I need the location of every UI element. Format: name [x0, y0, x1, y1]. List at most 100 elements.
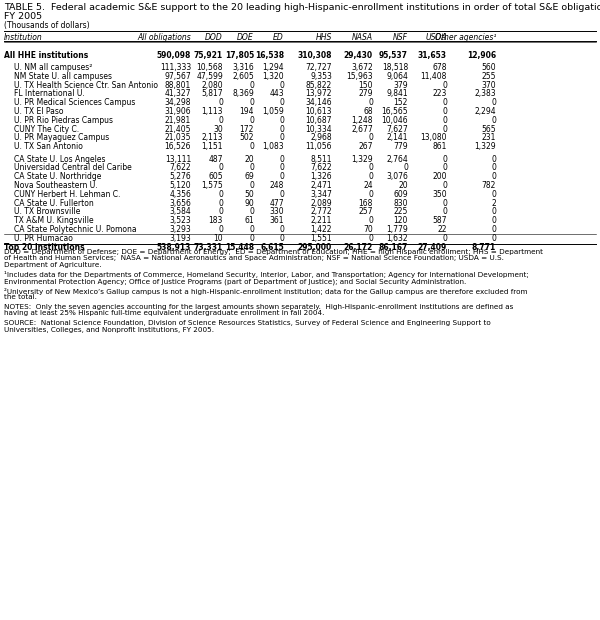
Text: ¹Includes data for the Departments of Commerce, Homeland Security, Interior, Lab: ¹Includes data for the Departments of Co… — [4, 272, 529, 278]
Text: 1,422: 1,422 — [311, 225, 332, 234]
Text: 3,523: 3,523 — [169, 216, 191, 225]
Text: 565: 565 — [481, 125, 496, 134]
Text: 183: 183 — [209, 216, 223, 225]
Text: 88,801: 88,801 — [165, 81, 191, 90]
Text: 2,605: 2,605 — [232, 72, 254, 81]
Text: 21,981: 21,981 — [165, 116, 191, 125]
Text: U. TX Health Science Ctr. San Antonio: U. TX Health Science Ctr. San Antonio — [14, 81, 158, 90]
Text: U. TX El Paso: U. TX El Paso — [14, 107, 64, 116]
Text: 2: 2 — [491, 198, 496, 208]
Text: 3,316: 3,316 — [232, 63, 254, 72]
Text: U. TX Brownsville: U. TX Brownsville — [14, 208, 80, 216]
Text: 69: 69 — [244, 172, 254, 181]
Text: 0: 0 — [249, 181, 254, 190]
Text: FL International U.: FL International U. — [14, 89, 85, 99]
Text: U. NM all campuses²: U. NM all campuses² — [14, 63, 92, 72]
Text: the total.: the total. — [4, 294, 37, 301]
Text: 73,331: 73,331 — [194, 242, 223, 252]
Text: 21,405: 21,405 — [164, 125, 191, 134]
Text: 0: 0 — [442, 99, 447, 107]
Text: 605: 605 — [208, 172, 223, 181]
Text: Other agencies¹: Other agencies¹ — [434, 33, 496, 42]
Text: NOTES:  Only the seven agencies accounting for the largest amounts shown separat: NOTES: Only the seven agencies accountin… — [4, 304, 514, 310]
Text: 379: 379 — [394, 81, 408, 90]
Text: 34,146: 34,146 — [305, 99, 332, 107]
Text: 50: 50 — [244, 190, 254, 199]
Text: DOD = Department of Defense; DOE = Department of Energy;  ED = Department of Edu: DOD = Department of Defense; DOE = Depar… — [4, 249, 543, 255]
Text: 0: 0 — [249, 116, 254, 125]
Text: Department of Agriculture.: Department of Agriculture. — [4, 262, 101, 268]
Text: 41,327: 41,327 — [164, 89, 191, 99]
Text: 0: 0 — [491, 190, 496, 199]
Text: 310,308: 310,308 — [298, 51, 332, 60]
Text: U. PR Humacao: U. PR Humacao — [14, 234, 73, 243]
Text: 16,538: 16,538 — [255, 51, 284, 60]
Text: 2,113: 2,113 — [202, 133, 223, 143]
Text: 0: 0 — [442, 208, 447, 216]
Text: TX A&M U. Kingsville: TX A&M U. Kingsville — [14, 216, 94, 225]
Text: 779: 779 — [394, 143, 408, 151]
Text: 350: 350 — [433, 190, 447, 199]
Text: 200: 200 — [433, 172, 447, 181]
Text: DOE: DOE — [237, 33, 254, 42]
Text: 31,906: 31,906 — [164, 107, 191, 116]
Text: U. PR Mayaguez Campus: U. PR Mayaguez Campus — [14, 133, 109, 143]
Text: 12,906: 12,906 — [467, 51, 496, 60]
Text: 2,211: 2,211 — [311, 216, 332, 225]
Text: 3,584: 3,584 — [169, 208, 191, 216]
Text: 111,333: 111,333 — [160, 63, 191, 72]
Text: 0: 0 — [218, 208, 223, 216]
Text: 1,779: 1,779 — [386, 225, 408, 234]
Text: 2,141: 2,141 — [386, 133, 408, 143]
Text: 225: 225 — [394, 208, 408, 216]
Text: 257: 257 — [359, 208, 373, 216]
Text: 152: 152 — [394, 99, 408, 107]
Text: 0: 0 — [279, 133, 284, 143]
Text: All obligations: All obligations — [137, 33, 191, 42]
Text: 443: 443 — [269, 89, 284, 99]
Text: 47,599: 47,599 — [196, 72, 223, 81]
Text: 0: 0 — [249, 164, 254, 172]
Text: 0: 0 — [218, 99, 223, 107]
Text: (Thousands of dollars): (Thousands of dollars) — [4, 21, 89, 30]
Text: 370: 370 — [481, 81, 496, 90]
Text: 75,921: 75,921 — [194, 51, 223, 60]
Text: 0: 0 — [442, 181, 447, 190]
Text: 11,056: 11,056 — [305, 143, 332, 151]
Text: 24: 24 — [364, 181, 373, 190]
Text: 1,113: 1,113 — [202, 107, 223, 116]
Text: 97,567: 97,567 — [164, 72, 191, 81]
Text: 10,046: 10,046 — [382, 116, 408, 125]
Text: 9,064: 9,064 — [386, 72, 408, 81]
Text: 0: 0 — [442, 125, 447, 134]
Text: FY 2005: FY 2005 — [4, 12, 42, 21]
Text: 15,448: 15,448 — [225, 242, 254, 252]
Text: 2,383: 2,383 — [475, 89, 496, 99]
Text: 0: 0 — [491, 225, 496, 234]
Text: 4,356: 4,356 — [169, 190, 191, 199]
Text: 1,326: 1,326 — [310, 172, 332, 181]
Text: 487: 487 — [209, 154, 223, 164]
Text: 120: 120 — [394, 216, 408, 225]
Text: 0: 0 — [279, 99, 284, 107]
Text: 0: 0 — [218, 225, 223, 234]
Text: 0: 0 — [279, 81, 284, 90]
Text: 1,248: 1,248 — [352, 116, 373, 125]
Text: 0: 0 — [491, 208, 496, 216]
Text: 0: 0 — [249, 225, 254, 234]
Text: 0: 0 — [279, 164, 284, 172]
Text: 10,687: 10,687 — [305, 116, 332, 125]
Text: CA State U. Fullerton: CA State U. Fullerton — [14, 198, 94, 208]
Text: 0: 0 — [368, 133, 373, 143]
Text: 0: 0 — [491, 216, 496, 225]
Text: Universities, Colleges, and Nonprofit Institutions, FY 2005.: Universities, Colleges, and Nonprofit In… — [4, 327, 214, 332]
Text: 10,613: 10,613 — [305, 107, 332, 116]
Text: USDA: USDA — [425, 33, 447, 42]
Text: 0: 0 — [491, 172, 496, 181]
Text: 34,298: 34,298 — [164, 99, 191, 107]
Text: 0: 0 — [491, 99, 496, 107]
Text: 0: 0 — [368, 172, 373, 181]
Text: 2,471: 2,471 — [310, 181, 332, 190]
Text: 0: 0 — [442, 164, 447, 172]
Text: 587: 587 — [433, 216, 447, 225]
